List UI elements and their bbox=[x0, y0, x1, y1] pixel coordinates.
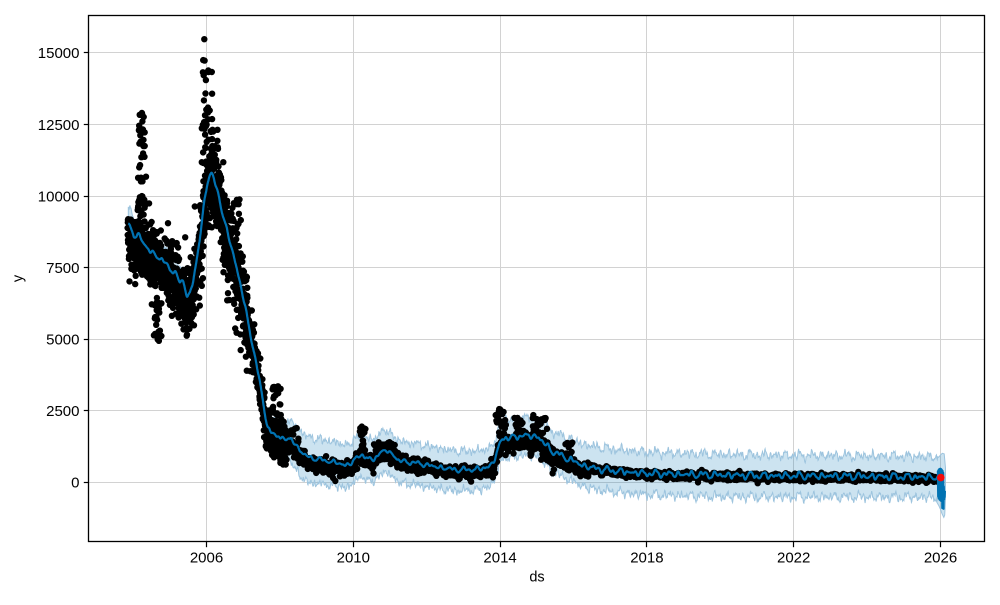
svg-text:2010: 2010 bbox=[337, 550, 370, 567]
svg-text:y: y bbox=[11, 274, 27, 282]
svg-text:2026: 2026 bbox=[924, 550, 957, 567]
svg-text:2022: 2022 bbox=[777, 550, 810, 567]
svg-text:0: 0 bbox=[71, 475, 79, 492]
svg-text:5000: 5000 bbox=[46, 331, 79, 348]
svg-text:2014: 2014 bbox=[483, 550, 516, 567]
svg-text:10000: 10000 bbox=[38, 188, 80, 205]
svg-text:ds: ds bbox=[529, 570, 544, 586]
svg-text:12500: 12500 bbox=[38, 117, 80, 134]
svg-text:2018: 2018 bbox=[630, 550, 663, 567]
svg-text:15000: 15000 bbox=[38, 45, 80, 62]
svg-text:7500: 7500 bbox=[46, 260, 79, 277]
svg-text:2006: 2006 bbox=[190, 550, 223, 567]
svg-text:2500: 2500 bbox=[46, 403, 79, 420]
